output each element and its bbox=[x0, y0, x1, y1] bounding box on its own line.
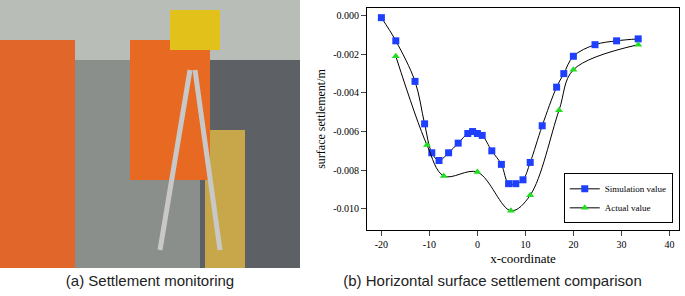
svg-text:-0.006: -0.006 bbox=[333, 126, 359, 137]
svg-text:-0.002: -0.002 bbox=[333, 49, 359, 60]
svg-text:-0.004: -0.004 bbox=[333, 87, 359, 98]
svg-text:-20: -20 bbox=[375, 239, 388, 250]
svg-text:surface settlement/m: surface settlement/m bbox=[314, 69, 328, 169]
html-text:(a) Settlement monitoring: (a) Settlement monitoring bbox=[65, 272, 235, 289]
svg-text:30: 30 bbox=[616, 239, 626, 250]
svg-text:-10: -10 bbox=[423, 239, 436, 250]
svg-text:x-coordinate: x-coordinate bbox=[490, 251, 556, 266]
svg-text:40: 40 bbox=[664, 239, 674, 250]
svg-text:Actual value: Actual value bbox=[605, 203, 651, 213]
svg-text:-0.010: -0.010 bbox=[333, 203, 359, 214]
html-text:(b) Horizontal surface settlem: (b) Horizontal surface settlement compar… bbox=[343, 272, 642, 289]
svg-text:20: 20 bbox=[568, 239, 578, 250]
svg-text:0.000: 0.000 bbox=[337, 10, 360, 21]
svg-text:10: 10 bbox=[520, 239, 530, 250]
svg-text:Simulation value: Simulation value bbox=[605, 184, 666, 194]
svg-text:-0.008: -0.008 bbox=[333, 165, 359, 176]
svg-text:0: 0 bbox=[475, 239, 480, 250]
